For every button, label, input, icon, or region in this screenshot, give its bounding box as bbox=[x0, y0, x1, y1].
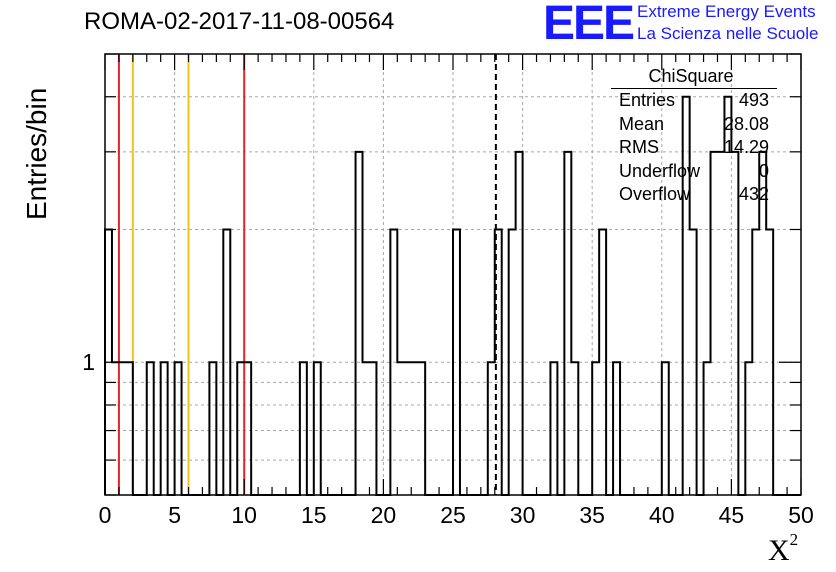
axis-ticks bbox=[104, 53, 802, 496]
stat-value: 0 bbox=[758, 160, 769, 181]
x-tick-label: 50 bbox=[788, 502, 814, 528]
x-axis-label-base: X bbox=[768, 534, 790, 567]
x-axis-label-sup: 2 bbox=[789, 530, 799, 549]
stat-label: RMS bbox=[619, 137, 659, 157]
x-tick-label: 25 bbox=[440, 502, 466, 528]
eee-logo: EEE bbox=[543, 0, 635, 50]
stats-row-overflow: Overflow 432 bbox=[611, 183, 777, 207]
axis-tick-labels: 0 5 10 15 20 25 30 35 40 45 50 1 bbox=[82, 349, 814, 528]
stat-label: Overflow bbox=[619, 184, 691, 204]
x-axis-label: X2 bbox=[768, 530, 798, 568]
x-tick-label: 20 bbox=[371, 502, 397, 528]
x-tick-label: 35 bbox=[579, 502, 605, 528]
stat-label: Entries bbox=[619, 90, 676, 110]
stats-row-mean: Mean 28.08 bbox=[611, 113, 777, 137]
stats-row-entries: Entries 493 bbox=[611, 89, 777, 113]
stats-title: ChiSquare bbox=[611, 66, 777, 89]
stat-value: 432 bbox=[738, 184, 769, 204]
stat-value: 14.29 bbox=[723, 137, 769, 157]
x-tick-label: 5 bbox=[168, 502, 181, 528]
y-tick-label: 1 bbox=[82, 349, 95, 375]
stats-row-rms: RMS 14.29 bbox=[611, 136, 777, 160]
stat-value: 28.08 bbox=[723, 113, 769, 134]
chart-title: ROMA-02-2017-11-08-00564 bbox=[84, 8, 395, 35]
stats-box: ChiSquare Entries 493 Mean 28.08 RMS 14.… bbox=[611, 66, 777, 207]
stat-label: Underflow bbox=[619, 160, 701, 181]
x-tick-label: 10 bbox=[231, 502, 257, 528]
y-axis-label: Entries/bin bbox=[21, 87, 52, 220]
stat-label: Mean bbox=[619, 113, 665, 134]
stat-value: 493 bbox=[738, 90, 769, 110]
x-tick-label: 0 bbox=[99, 502, 112, 528]
x-tick-label: 40 bbox=[649, 502, 675, 528]
x-tick-label: 30 bbox=[510, 502, 536, 528]
stats-row-underflow: Underflow 0 bbox=[611, 160, 777, 184]
x-tick-label: 15 bbox=[301, 502, 327, 528]
x-tick-label: 45 bbox=[719, 502, 745, 528]
logo-line-1: Extreme Energy Events bbox=[637, 2, 816, 21]
logo-line-2: La Scienza nelle Scuole bbox=[637, 24, 819, 43]
